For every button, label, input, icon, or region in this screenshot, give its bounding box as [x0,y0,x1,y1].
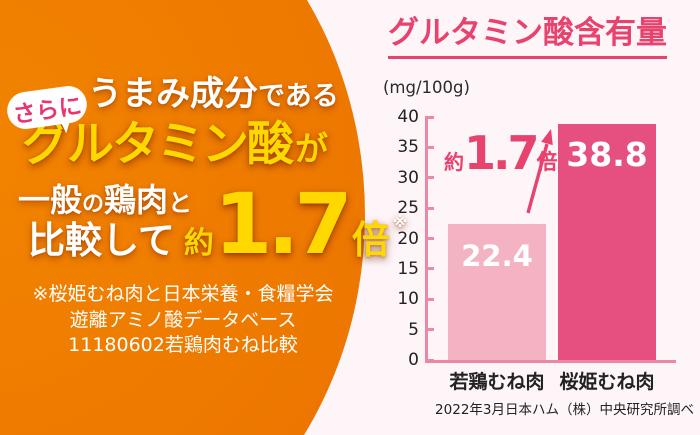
bar-value-label: 38.8 [566,135,648,175]
y-axis-tick-label: 20 [397,228,419,249]
bar-value-label: 22.4 [461,238,533,273]
chart-bar-0: 22.4 [448,223,546,360]
ratio-note-mark: ※ [392,213,408,231]
y-axis-tick-label: 0 [408,350,419,370]
chart-bar-1: 38.8 [558,124,656,360]
y-axis-tick [425,297,434,301]
chart-annotation-ratio: 1.7 [464,126,539,180]
general-chicken-particle-to: と [168,189,193,217]
chart-source-note: 2022年3月日本ハム（株）中央研究所調べ [435,402,694,418]
y-axis-tick-label: 40 [397,107,419,127]
chart-title: グルタミン酸含有量 [388,15,667,59]
glutamic-headline-suffix: が [295,129,328,168]
footnote-line-1: ※桜姫むね肉と日本栄養・食糧学会 [32,283,334,305]
general-chicken-text-2: 鶏肉 [104,181,169,219]
umami-headline-suffix: である [258,81,339,112]
footnote-line-2: 遊離アミノ酸データベース [69,308,297,331]
umami-headline-main: うまみ成分 [88,74,258,114]
y-axis-tick-label: 35 [397,137,419,158]
y-axis-tick [425,176,434,180]
y-axis-tick-label: 10 [397,289,419,310]
y-axis-tick [425,328,434,332]
umami-headline: うまみ成分 である [88,77,339,111]
glutamic-headline-main: グルタミン酸 [22,117,294,172]
times-text: 倍 [351,218,390,262]
y-axis-tick-label: 30 [397,167,419,188]
y-axis-line [425,117,428,363]
sarani-badge-label: さらに [11,92,84,129]
chart-annotation-approx: 約 [444,150,464,174]
general-chicken-text-1: 一般 [18,181,83,219]
y-axis-tick [425,358,434,362]
increase-arrow-icon [526,129,553,214]
approx-text: 約 [183,226,214,261]
ratio-headline: 比較して 約 1.7 倍 ※ [28,182,407,266]
x-axis-category-label: 若鶏むね肉 [449,371,545,393]
y-axis-tick [425,115,434,119]
general-chicken-particle-no: の [82,192,105,217]
y-axis-tick-label: 5 [408,319,419,340]
y-axis-tick [425,267,434,271]
y-axis-unit-label: (mg/100g) [383,78,470,97]
sarani-badge: さらに [4,83,90,132]
general-chicken-line: 一般 の 鶏肉 と [18,184,192,216]
orange-blob-background [0,0,365,435]
y-axis-tick-label: 25 [397,198,419,219]
y-axis-tick [425,145,434,149]
x-axis-category-label: 桜姫むね肉 [559,371,655,393]
footnote: ※桜姫むね肉と日本栄養・食糧学会 遊離アミノ酸データベース 11180602若鶏… [8,282,358,359]
footnote-line-3: 11180602若鶏肉むね比較 [68,334,298,356]
bar-chart-plot: 約 1.7 倍 0 5 10 15 20 25 30 35 40 22.4 若鶏むね肉 38.8 桜姫む… [397,107,677,393]
y-axis-tick [425,206,434,210]
compare-text: 比較して [28,219,175,262]
ratio-value: 1.7 [213,175,353,273]
y-axis-tick [425,237,434,240]
promo-panel: さらに うまみ成分 である グルタミン酸 が 一般 の 鶏肉 と 比較して 約 … [0,0,370,435]
y-axis-tick-label: 15 [397,258,419,279]
x-axis-line [425,360,676,363]
